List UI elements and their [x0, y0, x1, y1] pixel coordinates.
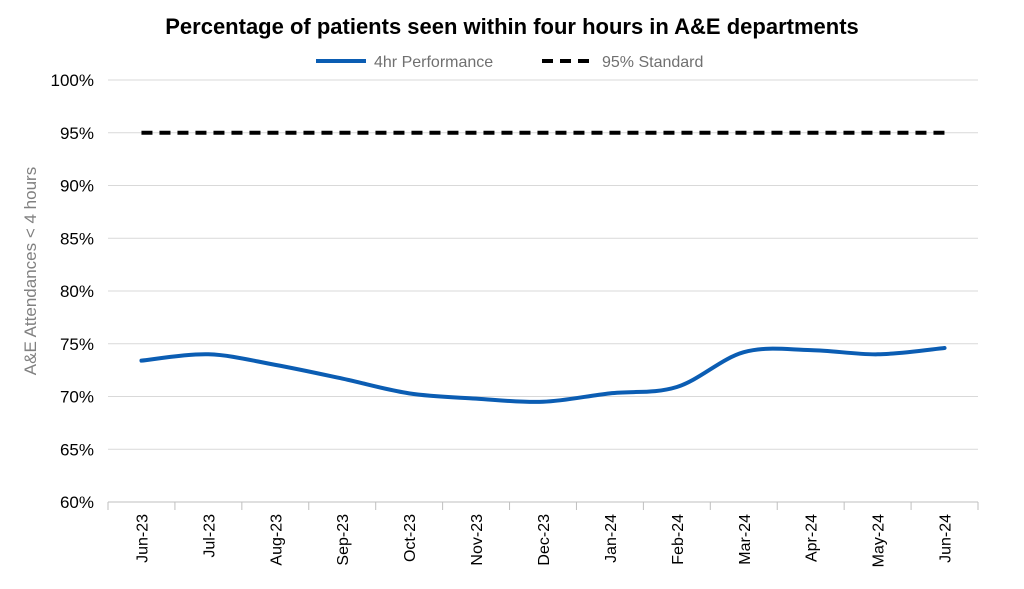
x-tick-label: Oct-23	[402, 514, 419, 562]
x-tick-label: Mar-24	[737, 514, 754, 565]
x-tick-label: Dec-23	[536, 514, 553, 566]
x-tick-label: Sep-23	[335, 514, 352, 566]
x-tick-label: Jun-24	[938, 514, 955, 563]
legend-label: 4hr Performance	[374, 54, 493, 71]
x-tick-label: Nov-23	[469, 514, 486, 566]
x-tick-label: Feb-24	[670, 514, 687, 565]
x-tick-label: Apr-24	[804, 514, 821, 562]
y-tick-label: 90%	[60, 177, 94, 196]
y-tick-label: 80%	[60, 282, 94, 301]
y-tick-label: 85%	[60, 229, 94, 248]
x-tick-label: Jun-23	[134, 514, 151, 563]
performance-line	[139, 345, 947, 404]
y-tick-label: 70%	[60, 388, 94, 407]
chart-title: Percentage of patients seen within four …	[165, 14, 859, 39]
y-tick-label: 65%	[60, 440, 94, 459]
x-tick-label: Jan-24	[603, 514, 620, 563]
y-tick-label: 95%	[60, 124, 94, 143]
y-tick-label: 60%	[60, 493, 94, 512]
x-tick-label: Jul-23	[201, 514, 218, 558]
x-tick-label: Aug-23	[268, 514, 285, 566]
y-tick-label: 75%	[60, 335, 94, 354]
y-axis-title: A&E Attendances < 4 hours	[21, 167, 40, 375]
y-tick-label: 100%	[51, 71, 94, 90]
x-tick-label: May-24	[871, 514, 888, 567]
legend-label: 95% Standard	[602, 54, 703, 71]
